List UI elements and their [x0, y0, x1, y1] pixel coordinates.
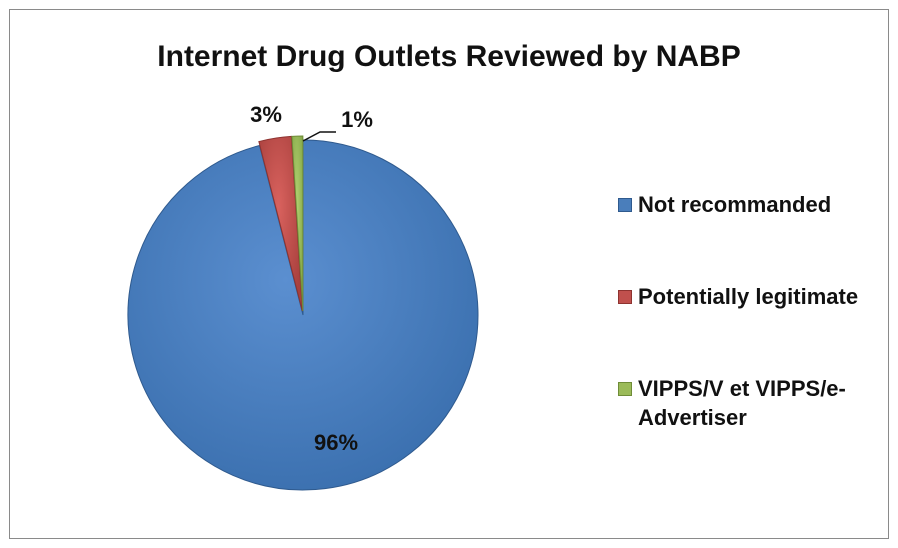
legend-label: Potentially legitimate — [638, 284, 859, 309]
slice-vipps — [291, 135, 304, 312]
legend-swatch-green — [618, 382, 632, 396]
legend-item-vipps: VIPPS/V et VIPPS/e-Advertiser — [618, 374, 878, 432]
legend-label: Not recommanded — [638, 192, 832, 217]
slice-label-vipps: 1% — [341, 107, 373, 132]
chart-title: Internet Drug Outlets Reviewed by NABP — [157, 40, 741, 73]
leader-line-vipps — [302, 131, 336, 142]
legend-swatch-blue — [618, 198, 632, 212]
slice-potentially-legitimate — [258, 135, 303, 312]
slice-label-not-recommanded: 96% — [314, 430, 358, 455]
slice-label-potentially-legitimate: 3% — [250, 102, 282, 127]
slice-not-recommanded — [127, 139, 479, 491]
legend-item-not-recommanded: Not recommanded — [618, 190, 878, 219]
legend-swatch-red — [618, 290, 632, 304]
legend-label: VIPPS/V et VIPPS/e-Advertiser — [638, 376, 846, 430]
legend-item-potentially-legitimate: Potentially legitimate — [618, 282, 878, 311]
